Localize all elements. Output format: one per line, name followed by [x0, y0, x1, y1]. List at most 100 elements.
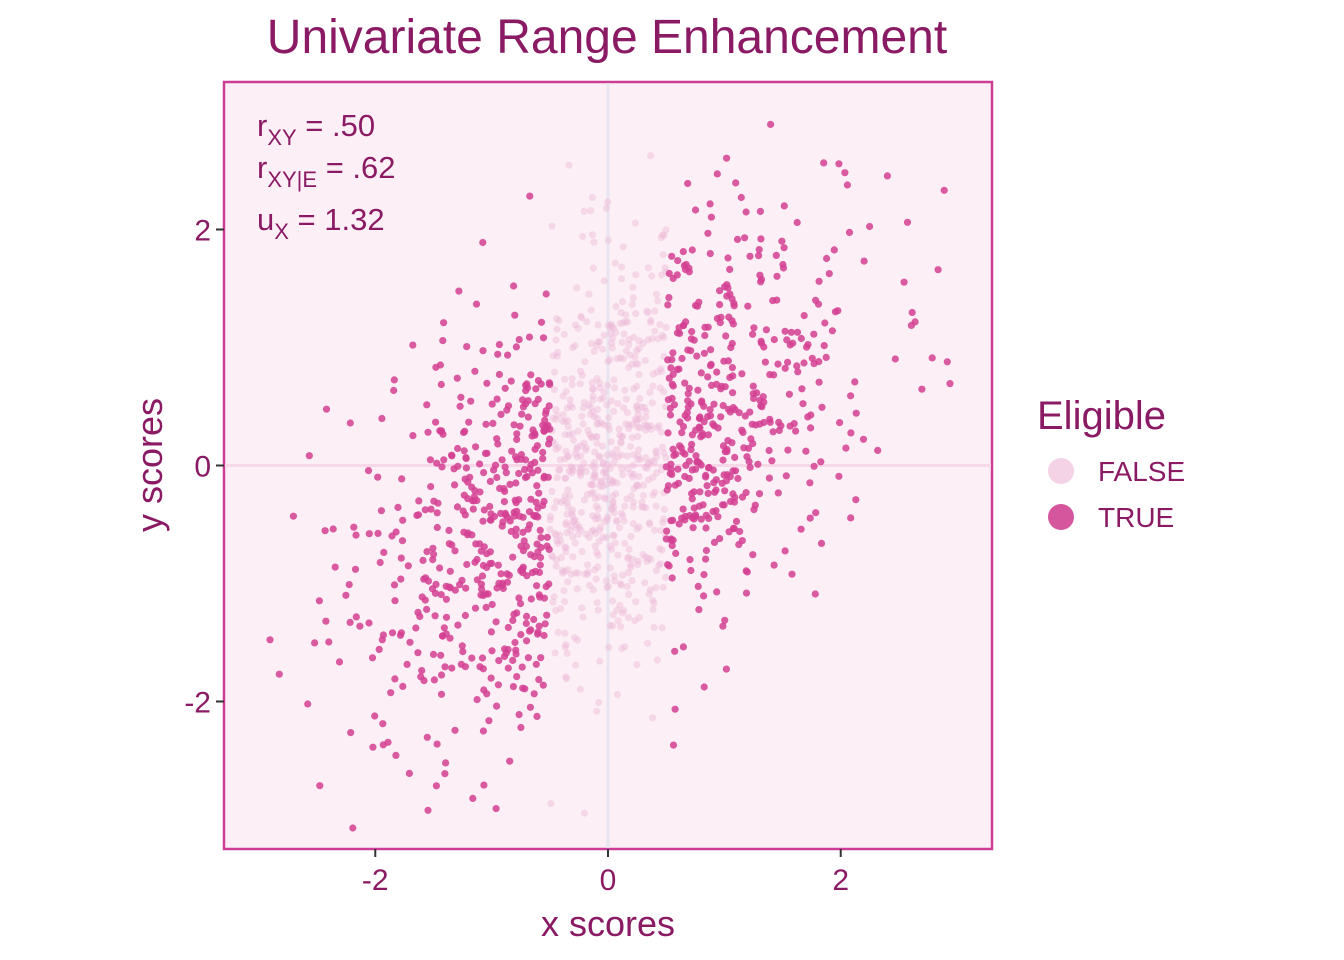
point-ineligible: [561, 375, 569, 383]
point-eligible: [798, 385, 806, 393]
point-ineligible: [592, 575, 600, 583]
point-eligible: [440, 319, 448, 327]
point-eligible: [815, 378, 823, 386]
point-eligible: [704, 489, 712, 497]
point-ineligible: [553, 352, 561, 360]
point-ineligible: [583, 490, 591, 499]
point-ineligible: [568, 506, 576, 514]
point-eligible: [726, 408, 734, 416]
point-eligible: [448, 452, 456, 460]
point-eligible: [479, 517, 487, 525]
point-ineligible: [623, 318, 632, 326]
point-eligible: [437, 690, 446, 698]
point-eligible: [788, 570, 796, 578]
point-eligible: [479, 347, 487, 355]
point-ineligible: [584, 568, 592, 576]
point-ineligible: [567, 469, 575, 477]
point-eligible: [511, 496, 519, 504]
point-eligible: [430, 676, 438, 684]
point-ineligible: [567, 522, 575, 530]
point-ineligible: [605, 643, 613, 651]
point-eligible: [665, 269, 673, 278]
point-ineligible: [577, 312, 585, 320]
point-eligible: [517, 723, 525, 732]
point-eligible: [754, 460, 762, 468]
point-eligible: [522, 619, 530, 628]
point-ineligible: [548, 552, 556, 560]
point-eligible: [540, 474, 548, 482]
point-eligible: [681, 512, 689, 520]
point-ineligible: [599, 460, 608, 468]
point-eligible: [741, 234, 749, 242]
point-eligible: [473, 576, 481, 584]
point-eligible: [701, 323, 709, 331]
point-ineligible: [554, 539, 562, 548]
point-ineligible: [646, 388, 654, 396]
point-ineligible: [556, 531, 564, 539]
point-eligible: [501, 384, 509, 392]
point-ineligible: [633, 382, 641, 390]
point-eligible: [918, 385, 926, 393]
point-eligible: [521, 685, 529, 693]
point-eligible: [700, 571, 708, 579]
point-ineligible: [553, 556, 561, 564]
point-eligible: [775, 426, 783, 434]
point-eligible: [663, 527, 671, 535]
point-ineligible: [587, 340, 596, 348]
point-eligible: [704, 229, 712, 237]
point-eligible: [825, 270, 833, 278]
point-ineligible: [586, 480, 595, 488]
point-ineligible: [562, 519, 570, 527]
point-ineligible: [601, 466, 609, 474]
x-tick-label: 0: [600, 864, 617, 897]
point-eligible: [465, 418, 473, 426]
point-eligible: [486, 548, 494, 556]
point-eligible: [730, 525, 738, 533]
point-ineligible: [656, 560, 665, 568]
point-ineligible: [555, 316, 563, 325]
point-ineligible: [579, 613, 587, 621]
point-eligible: [847, 429, 855, 437]
point-ineligible: [653, 656, 661, 664]
point-eligible: [728, 317, 736, 325]
point-eligible: [515, 336, 523, 344]
point-eligible: [542, 407, 550, 415]
point-ineligible: [571, 321, 580, 329]
point-eligible: [717, 313, 725, 321]
point-ineligible: [579, 420, 587, 428]
point-ineligible: [577, 526, 585, 534]
point-eligible: [345, 581, 353, 589]
point-eligible: [470, 497, 478, 505]
point-ineligible: [567, 570, 575, 578]
point-eligible: [723, 448, 731, 456]
point-eligible: [432, 418, 440, 426]
point-eligible: [433, 523, 441, 532]
point-ineligible: [616, 319, 624, 328]
point-ineligible: [568, 512, 577, 520]
point-eligible: [934, 266, 942, 274]
point-ineligible: [641, 579, 649, 587]
point-ineligible: [576, 469, 585, 477]
point-ineligible: [553, 474, 561, 482]
point-eligible: [686, 556, 694, 564]
point-eligible: [688, 431, 697, 439]
point-eligible: [349, 824, 357, 832]
point-eligible: [509, 683, 517, 691]
point-ineligible: [659, 519, 667, 527]
point-ineligible: [608, 450, 616, 458]
point-eligible: [519, 403, 528, 411]
point-ineligible: [657, 234, 665, 242]
point-eligible: [471, 367, 479, 375]
point-eligible: [666, 404, 675, 412]
point-ineligible: [591, 542, 599, 550]
point-ineligible: [564, 503, 572, 511]
point-eligible: [482, 420, 490, 428]
point-ineligible: [605, 321, 613, 329]
point-eligible: [463, 560, 471, 569]
point-ineligible: [660, 388, 668, 396]
point-ineligible: [593, 599, 601, 607]
point-eligible: [834, 307, 842, 315]
point-eligible: [765, 446, 773, 455]
point-ineligible: [590, 238, 598, 246]
point-eligible: [728, 364, 737, 372]
